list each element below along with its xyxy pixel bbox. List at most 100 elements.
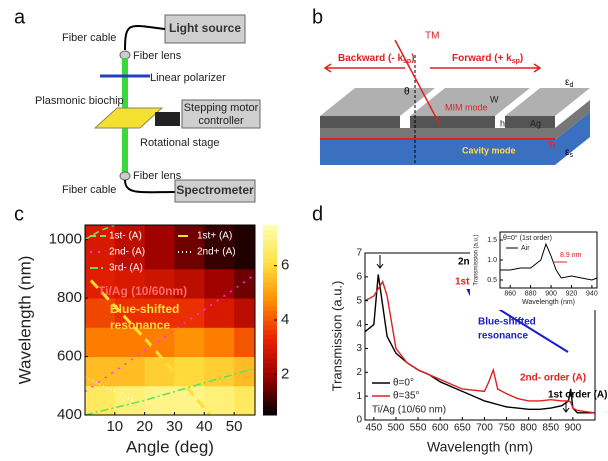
colorbar-step [263,391,277,396]
fiber-lens [120,172,130,180]
colorbar-step [263,301,277,306]
y-tick-label: 7 [356,248,362,259]
annotation: 8.9 nm [560,252,582,259]
heat-cell [115,386,145,416]
stage [155,112,180,126]
x-axis-label: Wavelength (nm) [427,439,533,455]
annotation: resonance [478,331,528,342]
colorbar-step [263,353,277,358]
heat-cell [145,386,175,416]
x-tick-label: 750 [498,423,515,434]
x-tick-label: 850 [542,423,559,434]
heat-cell [174,327,204,357]
annotation: Blue-shifted [110,302,179,316]
label: TM [425,31,439,42]
colorbar-step [263,377,277,382]
inset-title: θ=0° (1st order) [503,234,552,242]
colorbar-tick-label: 2 [281,365,289,382]
colorbar-step [263,387,277,392]
annotation: 1st order (A) [548,390,607,401]
y-tick-label: 600 [57,348,82,365]
label: W [490,94,499,104]
annotation: resonance [110,318,170,332]
label: Spectrometer [176,183,254,197]
heat-cell [204,269,234,299]
y-tick-label: 3 [356,343,362,354]
label: Plasmonic biochip [35,95,124,107]
x-axis-label: Angle (deg) [126,437,214,456]
y-axis-label: Transmission (a.u.) [474,234,480,285]
x-tick-label: 600 [432,423,449,434]
colorbar-step [263,273,277,278]
colorbar-step [263,311,277,316]
colorbar-step [263,330,277,335]
colorbar-step [263,225,277,230]
figure: a b c d Light source Fiber cable Fiber l… [0,0,608,461]
y-tick-label: 400 [57,406,82,423]
fiber-lens [120,51,130,59]
colorbar-tick-label: 4 [281,311,289,328]
x-tick-label: 450 [366,423,383,434]
note: Ti/Ag (10/60 nm) [372,405,446,416]
y-axis-label: Transmission (a.u.) [329,281,344,392]
panel-label: b [312,6,323,28]
heat-cell [174,357,204,387]
colorbar-step [263,401,277,406]
colorbar-step [263,292,277,297]
colorbar-step [263,258,277,263]
legend-label: 3rd- (A) [109,263,143,274]
y-tick-label: 800 [57,289,82,306]
colorbar-tick-label: 6 [281,257,289,274]
label: Fiber cable [62,32,116,44]
colorbar-step [263,344,277,349]
colorbar-step [263,277,277,282]
heat-cell [204,327,234,357]
x-tick-label: 880 [525,290,537,297]
label: εd [565,77,573,89]
panel-label: d [312,203,323,225]
label: Ag [530,118,541,128]
colorbar-step [263,382,277,387]
colorbar-step [263,363,277,368]
y-tick-label: 1 [356,391,362,402]
legend-label: 2nd- (A) [109,247,145,258]
x-tick-label: 700 [476,423,493,434]
x-tick-label: 30 [166,418,183,435]
heat-cell [234,386,255,416]
colorbar-step [263,249,277,254]
colorbar-step [263,296,277,301]
label: Stepping motor [184,102,259,114]
biochip [95,108,162,128]
x-tick-label: 550 [410,423,427,434]
legend-label: 1st- (A) [109,231,142,242]
colorbar-step [263,244,277,249]
y-axis-label: Wavelength (nm) [15,256,34,385]
y-tick-label: 2 [356,367,362,378]
x-axis-label: Wavelength (nm) [522,299,575,306]
y-tick-label: 5 [356,295,362,306]
x-tick-label: 50 [226,418,243,435]
heat-cell [145,225,175,269]
y-tick-label: 0.5 [487,277,497,284]
colorbar-step [263,396,277,401]
colorbar-step [263,406,277,411]
colorbar-step [263,268,277,273]
label: h [500,118,505,128]
y-tick-label: 1.5 [487,237,497,244]
heat-cell [234,225,255,269]
heat-cell [234,327,255,357]
colorbar-step [263,287,277,292]
y-tick-label: 0 [356,415,362,426]
colorbar-step [263,410,277,415]
colorbar-step [263,334,277,339]
colorbar-step [263,372,277,377]
colorbar-step [263,235,277,240]
label: controller [198,115,244,127]
panel-label: a [14,6,26,28]
x-tick-label: 40 [196,418,213,435]
heat-cell [204,298,234,328]
heat-cell [234,269,255,299]
ridge [410,116,495,128]
x-tick-label: 500 [388,423,405,434]
colorbar-step [263,282,277,287]
